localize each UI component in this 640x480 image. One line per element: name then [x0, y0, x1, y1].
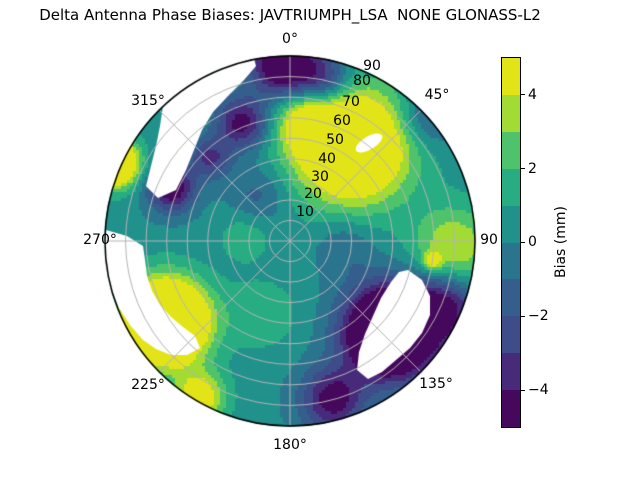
- angle-label-90: 90: [480, 232, 498, 248]
- colorbar-band: [502, 242, 520, 280]
- radial-label-10: 10: [296, 204, 314, 220]
- colorbar-tick-label-0: 0: [528, 234, 537, 250]
- radial-label-60: 60: [333, 113, 351, 129]
- colorbar-tick-mark: [521, 315, 525, 317]
- colorbar-tick-label-4: 4: [528, 87, 537, 103]
- colorbar-tick-mark: [521, 242, 525, 243]
- radial-label-40: 40: [318, 151, 336, 167]
- colorbar-band: [502, 58, 520, 95]
- colorbar-tick-label-2: 2: [528, 161, 537, 177]
- chart-title: Delta Antenna Phase Biases: JAVTRIUMPH_L…: [39, 6, 541, 24]
- colorbar-tick-mark: [521, 168, 525, 170]
- colorbar-band: [502, 168, 520, 206]
- angle-label-135: 135°: [419, 376, 453, 392]
- radial-label-30: 30: [311, 169, 329, 185]
- colorbar-tick-label-m4: −4: [528, 382, 549, 398]
- angle-label-180: 180°: [273, 437, 307, 453]
- angle-label-270: 270°: [83, 232, 117, 248]
- angle-label-225: 225°: [131, 377, 165, 393]
- radial-label-20: 20: [304, 186, 322, 202]
- colorbar: [501, 57, 521, 428]
- colorbar-axis-label: Bias (mm): [553, 205, 569, 279]
- colorbar-tick-label-m2: −2: [528, 308, 549, 324]
- colorbar-band: [502, 353, 520, 391]
- radial-label-90: 90: [363, 58, 381, 74]
- colorbar-band: [502, 94, 520, 132]
- colorbar-band: [502, 316, 520, 354]
- radial-label-50: 50: [326, 132, 344, 148]
- colorbar-band: [502, 205, 520, 243]
- colorbar-band: [502, 131, 520, 169]
- angle-label-45: 45°: [424, 87, 450, 103]
- colorbar-band: [502, 279, 520, 317]
- colorbar-tick-mark: [521, 94, 525, 96]
- radial-label-80: 80: [353, 73, 371, 89]
- angle-label-315: 315°: [131, 93, 165, 109]
- colorbar-tick-mark: [521, 389, 525, 391]
- radial-label-70: 70: [342, 94, 360, 110]
- angle-label-0: 0°: [282, 31, 298, 47]
- colorbar-band: [502, 390, 520, 428]
